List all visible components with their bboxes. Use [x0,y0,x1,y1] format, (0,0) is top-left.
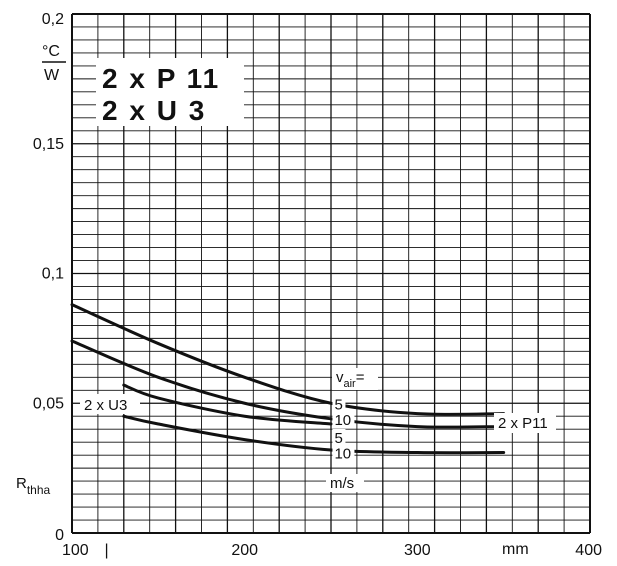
series-label-u3-5: 5 [334,430,342,447]
x-tick-label: 100 [62,542,89,559]
y-tick-label: 0,05 [33,395,64,412]
group-label-p11: 2 x P11 [498,415,548,432]
y-tick-label: 0 [55,527,64,544]
series-label-bg [332,395,346,412]
series-label-bg [332,444,355,461]
heading-line-1: 2 x P 11 [102,63,220,94]
series-line-p11-10 [70,339,506,429]
series-label-p11-10: 10 [334,412,351,429]
series-label-bg [332,410,355,427]
y-unit-numerator: °C [42,43,60,60]
y-unit-denominator: W [44,67,60,84]
series-label-u3-10: 10 [334,446,351,463]
x-tick-label: 200 [231,542,258,559]
group-label-u3: 2 x U3 [84,397,127,414]
series-line-p11-5 [70,303,506,416]
series-label-bg [332,428,346,445]
tick-labels: 100 200 300 400 | 0 0,05 0,1 0,15 0,2 [33,11,602,559]
curves [70,303,506,455]
air-label-bg [332,368,378,390]
group-label-p11-bg [494,413,556,433]
y-tick-label: 0,15 [33,136,64,153]
x-extra-mark: | [104,542,108,559]
group-label-u3-bg [80,394,140,414]
air-unit-label: m/s [330,475,354,492]
air-unit-bg [326,474,364,492]
y-tick-label: 0,2 [42,11,64,28]
series-line-u3-5 [122,383,333,426]
x-tick-label: 400 [575,542,602,559]
x-unit: mm [502,541,529,558]
air-speed-label: vair= [336,369,365,390]
heading-line-2: 2 x U 3 [102,95,206,126]
heading-panel [96,58,244,126]
y-axis-title: Rthha [16,475,51,497]
x-tick-label: 300 [404,542,431,559]
series-label-p11-5: 5 [334,396,342,413]
series-line-u3-10 [122,414,506,455]
y-tick-label: 0,1 [42,266,64,283]
